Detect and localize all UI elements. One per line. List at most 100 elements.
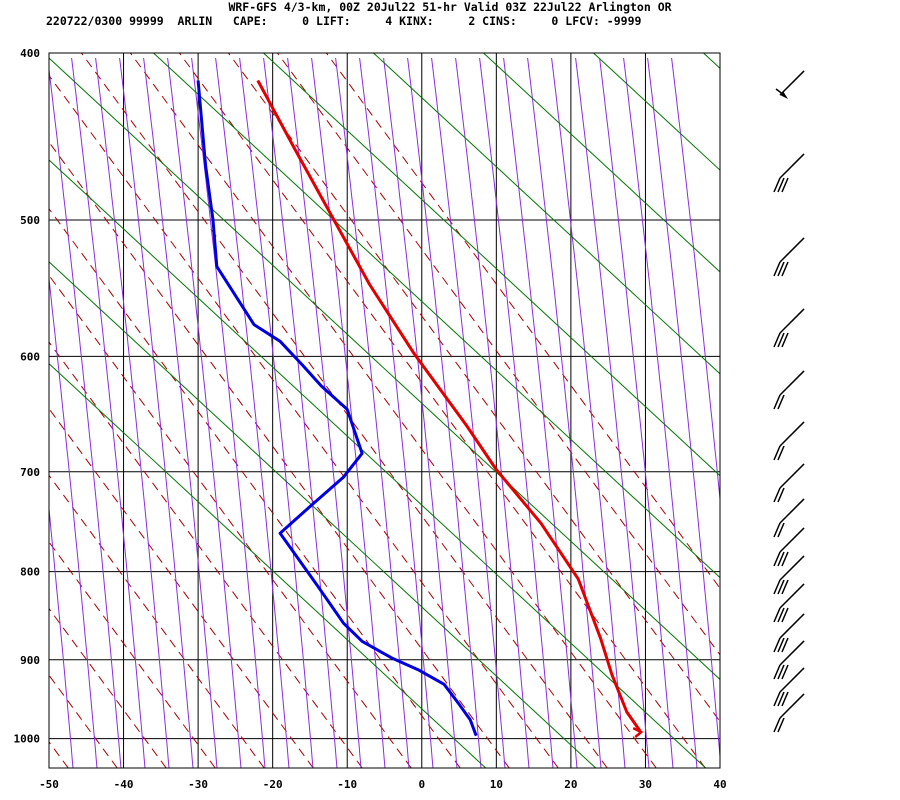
wind-barb — [773, 693, 805, 733]
wind-barbs — [773, 70, 805, 733]
x-tick-label: 10 — [490, 778, 503, 791]
dry-adiabat — [129, 53, 657, 768]
barb-feather — [775, 88, 785, 96]
dry-adiabat — [178, 53, 706, 768]
dry-adiabat — [49, 607, 167, 768]
dry-adiabat — [276, 53, 720, 656]
barb-shaft — [779, 237, 805, 263]
dry-adiabat — [0, 33, 19, 768]
dry-adiabat — [49, 341, 363, 768]
wind-barb — [773, 555, 805, 595]
barb-feather — [777, 637, 785, 653]
y-tick-label: 500 — [20, 214, 40, 227]
barb-shaft — [779, 667, 805, 693]
wind-barb — [773, 370, 805, 410]
moist-adiabat — [671, 57, 720, 505]
barb-shaft — [779, 463, 805, 489]
wind-barb — [773, 667, 805, 707]
barb-feather — [773, 691, 781, 707]
moist-adiabat — [599, 57, 674, 768]
dry-adiabat — [49, 674, 118, 768]
temperature-arrowhead — [632, 726, 644, 739]
barb-feather — [773, 607, 781, 623]
mixing-ratio-line — [49, 261, 597, 768]
barb-feather — [773, 551, 781, 567]
barb-feather — [777, 717, 785, 733]
barb-feather — [781, 637, 789, 653]
moist-adiabat — [143, 57, 218, 768]
dry-adiabat — [49, 407, 314, 768]
moist-adiabat — [335, 57, 410, 768]
barb-feather — [777, 332, 785, 348]
moist-adiabat — [455, 57, 530, 768]
barb-feather — [777, 261, 785, 277]
moist-adiabat — [431, 57, 506, 768]
plot-grid — [49, 53, 720, 768]
mixing-ratio-line — [49, 57, 720, 681]
moist-adiabat — [527, 57, 602, 768]
barb-feather — [781, 607, 789, 623]
x-tick-label: 40 — [713, 778, 726, 791]
chart-title: WRF-GFS 4/3-km, 00Z 20Jul22 51-hr Valid … — [228, 0, 672, 14]
barb-feather — [773, 579, 781, 595]
barb-feather — [777, 487, 785, 503]
x-tick-label: 0 — [418, 778, 425, 791]
barb-feather — [773, 445, 781, 461]
barb-feather — [777, 394, 785, 410]
barb-feather — [773, 394, 781, 410]
moist-adiabat — [167, 57, 242, 768]
barb-shaft — [779, 153, 805, 179]
mixing-ratio-line — [49, 159, 707, 768]
barb-feather — [773, 637, 781, 653]
x-tick-label: -50 — [39, 778, 59, 791]
moist-adiabat — [71, 57, 146, 768]
barb-feather — [773, 664, 781, 680]
mixing-ratio-line — [703, 53, 720, 69]
moist-adiabat — [119, 57, 194, 768]
barb-feather — [773, 717, 781, 733]
barb-shaft — [779, 693, 805, 719]
barb-feather — [773, 261, 781, 277]
barb-shaft — [779, 421, 805, 447]
wind-barb — [773, 463, 805, 503]
plot-border — [48, 52, 721, 769]
moist-adiabat — [623, 57, 698, 768]
barb-feather — [777, 445, 785, 461]
dry-adiabat — [49, 541, 216, 768]
wind-barb — [773, 583, 805, 623]
barb-feather — [781, 579, 789, 595]
barb-feather — [777, 551, 785, 567]
moist-adiabat — [551, 57, 626, 768]
barb-shaft — [779, 613, 805, 639]
barb-feather — [781, 261, 789, 277]
x-tick-label: -20 — [263, 778, 283, 791]
wind-barb — [773, 613, 805, 653]
moist-adiabat — [49, 274, 98, 768]
moist-adiabat — [575, 57, 650, 768]
wind-barb — [773, 153, 805, 193]
x-tick-label: 20 — [564, 778, 577, 791]
y-tick-label: 800 — [20, 566, 40, 579]
barb-feather — [777, 607, 785, 623]
dry-adiabat — [227, 53, 720, 723]
dry-adiabat — [49, 74, 559, 768]
data-series — [196, 79, 644, 739]
barb-feather — [781, 691, 789, 707]
dry-adiabat — [49, 474, 265, 768]
moist-adiabat — [95, 57, 170, 768]
x-tick-label: -30 — [188, 778, 208, 791]
barb-feather — [781, 332, 789, 348]
barb-feather — [773, 332, 781, 348]
moist-adiabat — [191, 57, 266, 768]
barb-shaft — [779, 555, 805, 581]
barb-shaft — [779, 640, 805, 666]
mixing-ratio-line — [263, 53, 720, 477]
moist-adiabat — [215, 57, 290, 768]
mixing-ratio-line — [483, 53, 720, 273]
mixing-ratio-line — [49, 362, 487, 768]
wind-barb — [773, 421, 805, 461]
barb-feather — [777, 579, 785, 595]
barb-feather — [781, 551, 789, 567]
moist-adiabat — [239, 57, 314, 768]
